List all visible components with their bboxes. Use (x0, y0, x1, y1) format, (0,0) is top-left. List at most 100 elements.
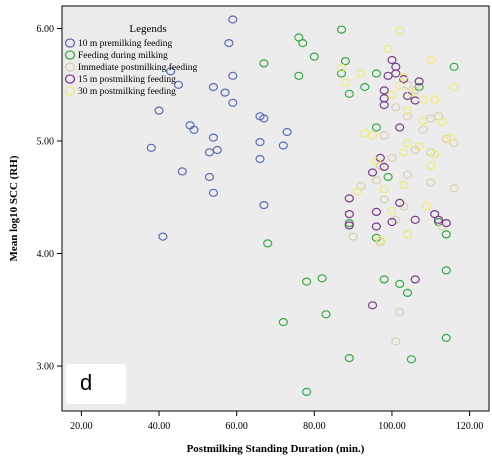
data-point (278, 141, 288, 150)
data-point (321, 310, 331, 319)
data-point (379, 100, 389, 110)
data-point (298, 38, 308, 48)
data-point (302, 277, 312, 286)
data-point (379, 195, 389, 204)
x-axis-label: Postmilking Standing Duration (min.) (187, 443, 365, 455)
data-point (278, 318, 288, 327)
data-point (189, 125, 199, 134)
legend: Legends 10 m premilking feeding Feeding du… (64, 23, 198, 97)
data-point (344, 221, 354, 230)
y-tick-label: 4.00 (37, 249, 55, 260)
data-point (371, 222, 381, 231)
data-point (391, 337, 401, 346)
data-point (259, 59, 269, 68)
data-point (208, 133, 218, 142)
data-point (228, 15, 238, 24)
data-point (220, 88, 230, 97)
data-point (344, 89, 354, 98)
data-point (228, 98, 238, 107)
legend-marker (64, 50, 76, 60)
data-point (426, 55, 436, 65)
data-point (387, 55, 397, 65)
data-point (371, 69, 381, 78)
legend-entry: Immediate postmilking feeding (78, 62, 198, 73)
data-point (383, 172, 393, 182)
data-point (282, 127, 292, 137)
data-point (375, 238, 385, 247)
x-tick-label: 120.00 (456, 421, 484, 432)
data-point (340, 56, 350, 66)
data-point (383, 71, 393, 80)
data-point (371, 176, 381, 185)
data-point (208, 188, 218, 197)
legend-marker (64, 38, 76, 48)
data-point (399, 180, 409, 189)
data-point (336, 63, 347, 73)
data-point (445, 133, 455, 142)
data-point (387, 153, 397, 162)
data-point (263, 239, 273, 248)
data-point (379, 86, 389, 95)
data-point (402, 106, 413, 115)
data-point (379, 275, 389, 284)
data-point (399, 148, 409, 157)
data-point (399, 74, 409, 84)
data-point (166, 67, 176, 76)
data-point (402, 139, 413, 148)
x-tick-label: 40.00 (148, 421, 171, 432)
data-point (344, 194, 354, 203)
data-point (255, 154, 265, 164)
data-point (348, 232, 358, 241)
x-tick-label: 60.00 (225, 421, 248, 432)
data-point (228, 71, 238, 80)
legend-marker (64, 86, 76, 96)
data-point (437, 117, 447, 127)
data-point (441, 266, 451, 275)
data-point (356, 69, 366, 78)
data-point (395, 198, 405, 207)
data-point (344, 354, 354, 363)
data-point (255, 112, 265, 121)
data-point (441, 230, 451, 239)
data-point (212, 145, 222, 155)
data-point (395, 123, 405, 132)
axes-layer: 20.00 40.00 60.00 80.00 100.00 120.00 3.00 4.00… (37, 24, 484, 432)
data-point (371, 157, 381, 166)
data-point (395, 279, 405, 288)
data-point (430, 95, 440, 104)
legend-entry: 10 m premilking feeding (78, 38, 172, 49)
data-point (146, 143, 156, 152)
data-point (406, 355, 416, 364)
points-layer (146, 15, 459, 396)
data-point (441, 333, 451, 342)
legend-entry: 30 m postmilking feeding (78, 86, 176, 97)
data-point (204, 172, 215, 182)
data-point (418, 116, 428, 125)
legend-entry: 15 m postmilking feeding (78, 74, 176, 85)
data-point (418, 125, 428, 134)
data-point (433, 215, 444, 224)
data-point (317, 274, 327, 283)
x-tick-label: 80.00 (303, 421, 326, 432)
y-tick-label: 5.00 (37, 137, 55, 148)
data-point (367, 301, 378, 310)
data-point (422, 202, 432, 211)
data-point (177, 167, 187, 176)
data-point (158, 232, 168, 241)
data-point (402, 112, 413, 121)
data-point (371, 207, 381, 216)
panel-label-box (66, 364, 126, 404)
data-point (449, 82, 459, 92)
data-point (375, 235, 385, 245)
data-point (387, 217, 397, 227)
data-point (426, 161, 436, 170)
data-point (414, 77, 424, 86)
legend-marker (64, 62, 76, 72)
data-point (302, 387, 312, 396)
data-point (414, 142, 424, 151)
data-point (449, 62, 459, 71)
data-point (371, 123, 381, 132)
data-point (379, 131, 389, 140)
data-point (402, 170, 413, 179)
